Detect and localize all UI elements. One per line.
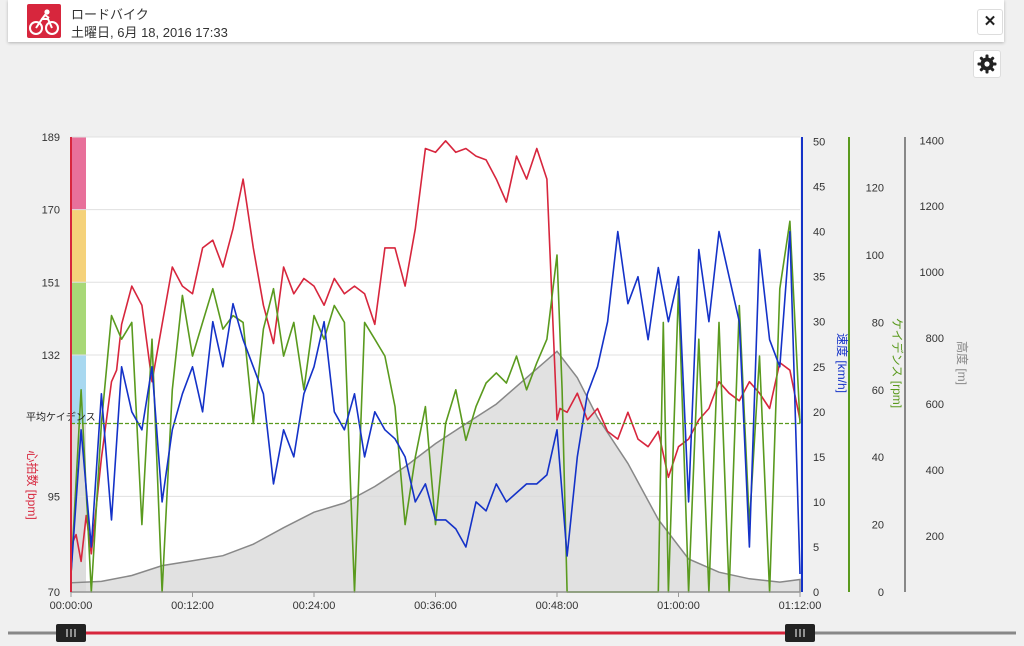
heart-rate-tick-label: 170 [42, 205, 60, 217]
speed-tick-label: 50 [813, 137, 825, 149]
cadence-tick-label: 60 [872, 385, 884, 397]
slider-right-handle[interactable] [785, 624, 815, 642]
cycling-icon [27, 4, 61, 38]
altitude-tick-label: 400 [926, 465, 944, 477]
activity-title: ロードバイク [71, 7, 149, 22]
speed-tick-label: 20 [813, 407, 825, 419]
x-tick-label: 00:00:00 [50, 600, 93, 612]
activity-chart[interactable]: 平均ケイデンス 00:00:00 00:12:00 00:24:00 00:36:00 0… [0, 120, 1024, 615]
altitude-tick-label: 1000 [920, 267, 944, 279]
speed-axis-title: 速度 [km/h] [835, 333, 850, 393]
heart-rate-tick-label: 189 [42, 132, 60, 144]
heart-rate-tick-label: 95 [48, 491, 60, 503]
speed-series-line [70, 230, 801, 575]
speed-tick-label: 10 [813, 497, 825, 509]
altitude-tick-label: 1200 [920, 201, 944, 213]
close-icon: ✕ [983, 13, 997, 30]
cadence-tick-label: 40 [872, 452, 884, 464]
speed-tick-label: 0 [813, 587, 819, 599]
cadence-tick-label: 0 [878, 587, 884, 599]
altitude-tick-label: 600 [926, 399, 944, 411]
x-tick-label: 00:12:00 [171, 600, 214, 612]
cadence-tick-label: 80 [872, 317, 884, 329]
speed-tick-label: 30 [813, 317, 825, 329]
heart-rate-tick-label: 151 [42, 277, 60, 289]
grip-icon [66, 629, 76, 637]
altitude-tick-label: 800 [926, 333, 944, 345]
heart-rate-tick-label: 70 [48, 587, 60, 599]
slider-left-handle[interactable] [56, 624, 86, 642]
speed-tick-label: 40 [813, 227, 825, 239]
altitude-tick-label: 200 [926, 531, 944, 543]
gear-icon [977, 54, 997, 74]
heart-rate-tick-label: 132 [42, 350, 60, 362]
x-tick-label: 00:48:00 [536, 600, 579, 612]
x-tick-label: 00:36:00 [414, 600, 457, 612]
grip-icon [795, 629, 805, 637]
cadence-axis-title: ケイデンス [rpm] [890, 318, 905, 408]
range-slider[interactable] [0, 620, 1024, 646]
cadence-tick-label: 100 [866, 250, 884, 262]
x-tick-label: 01:00:00 [657, 600, 700, 612]
speed-tick-label: 5 [813, 542, 819, 554]
heart-rate-axis-title: 心拍数 [bpm] [25, 450, 40, 519]
speed-tick-label: 35 [813, 272, 825, 284]
speed-tick-label: 45 [813, 182, 825, 194]
speed-tick-label: 15 [813, 452, 825, 464]
altitude-axis-title: 高度 [m] [955, 341, 970, 385]
hr-zone-4 [71, 209, 86, 283]
speed-tick-label: 25 [813, 362, 825, 374]
activity-header: ロードバイク 土曜日, 6月 18, 2016 17:33 ✕ [8, 0, 1004, 42]
settings-button[interactable] [973, 50, 1001, 78]
altitude-tick-label: 1400 [920, 135, 944, 147]
hr-zone-3 [71, 282, 86, 355]
x-tick-label: 00:24:00 [293, 600, 336, 612]
cadence-tick-label: 120 [866, 183, 884, 195]
activity-date: 土曜日, 6月 18, 2016 17:33 [71, 25, 228, 40]
hr-zone-5 [71, 137, 86, 210]
x-tick-label: 01:12:00 [779, 600, 822, 612]
average-cadence-label: 平均ケイデンス [26, 410, 96, 423]
close-button[interactable]: ✕ [977, 9, 1003, 35]
cadence-tick-label: 20 [872, 520, 884, 532]
